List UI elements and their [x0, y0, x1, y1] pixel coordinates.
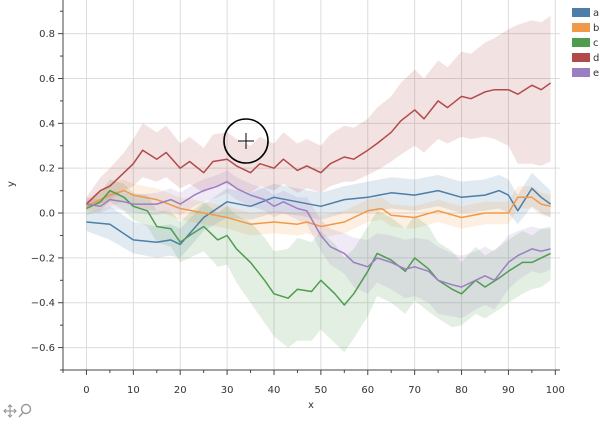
legend-label: d [593, 53, 599, 64]
y-tick-label: 0.2 [39, 164, 55, 175]
line-series-e [86, 180, 551, 288]
x-axis-title: x [308, 400, 314, 411]
cursor-ring [223, 118, 269, 164]
x-tick-label: 0 [83, 385, 89, 396]
x-tick-label: 70 [408, 385, 421, 396]
y-tick-label: 0.0 [39, 209, 55, 220]
legend-swatch [572, 53, 590, 62]
axes: 0 10 20 30 40 50 60 70 80 90 100 −0.6 −0.4 −0.2 0.0 0.2… [31, 0, 565, 396]
y-tick-label: −0.6 [31, 343, 55, 354]
cursor-crosshair [223, 118, 269, 164]
line-series-b [86, 189, 551, 228]
chart-toolbar[interactable] [2, 402, 36, 420]
legend-item-a[interactable]: a [572, 8, 599, 19]
x-tick-label: 30 [221, 385, 234, 396]
magnifier-icon[interactable] [18, 403, 32, 418]
line-series-a [86, 187, 552, 246]
legend-swatch [572, 23, 590, 32]
grid [63, 0, 560, 370]
legend-label: e [593, 68, 599, 79]
y-tick-label: 0.4 [39, 119, 55, 130]
line-series-d [85, 82, 552, 205]
y-axis-title: y [6, 181, 17, 187]
x-tick-label: 40 [268, 385, 281, 396]
band-series-b [86, 179, 551, 238]
y-tick-label: 0.8 [39, 29, 55, 40]
confidence-bands [86, 15, 551, 353]
y-tick-label: −0.2 [31, 253, 55, 264]
band-series-a [86, 172, 551, 258]
x-tick-label: 20 [174, 385, 187, 396]
line-series-c [86, 189, 551, 306]
legend-label: b [593, 23, 599, 34]
legend-label: a [593, 8, 599, 19]
pan-icon[interactable] [3, 404, 17, 418]
band-series-d [86, 15, 551, 209]
legend-label: c [593, 38, 599, 49]
x-tick-label: 50 [315, 385, 328, 396]
x-tick-label: 60 [361, 385, 374, 396]
legend-swatch [572, 38, 590, 47]
legend-item-d[interactable]: d [572, 53, 599, 64]
legend-item-b[interactable]: b [572, 23, 599, 34]
legend-item-c[interactable]: c [572, 38, 599, 49]
band-series-c [86, 179, 551, 353]
legend-item-e[interactable]: e [572, 68, 599, 79]
band-series-e [86, 170, 551, 319]
legend-swatch [572, 68, 590, 77]
legend-swatch [572, 8, 590, 17]
x-tick-label: 90 [502, 385, 515, 396]
x-tick-label: 100 [546, 385, 565, 396]
x-tick-label: 10 [127, 385, 140, 396]
series-lines [85, 82, 552, 306]
crosshair-icon [238, 133, 254, 149]
y-tick-label: −0.4 [31, 298, 55, 309]
x-tick-label: 80 [455, 385, 468, 396]
y-tick-label: 0.6 [39, 74, 55, 85]
